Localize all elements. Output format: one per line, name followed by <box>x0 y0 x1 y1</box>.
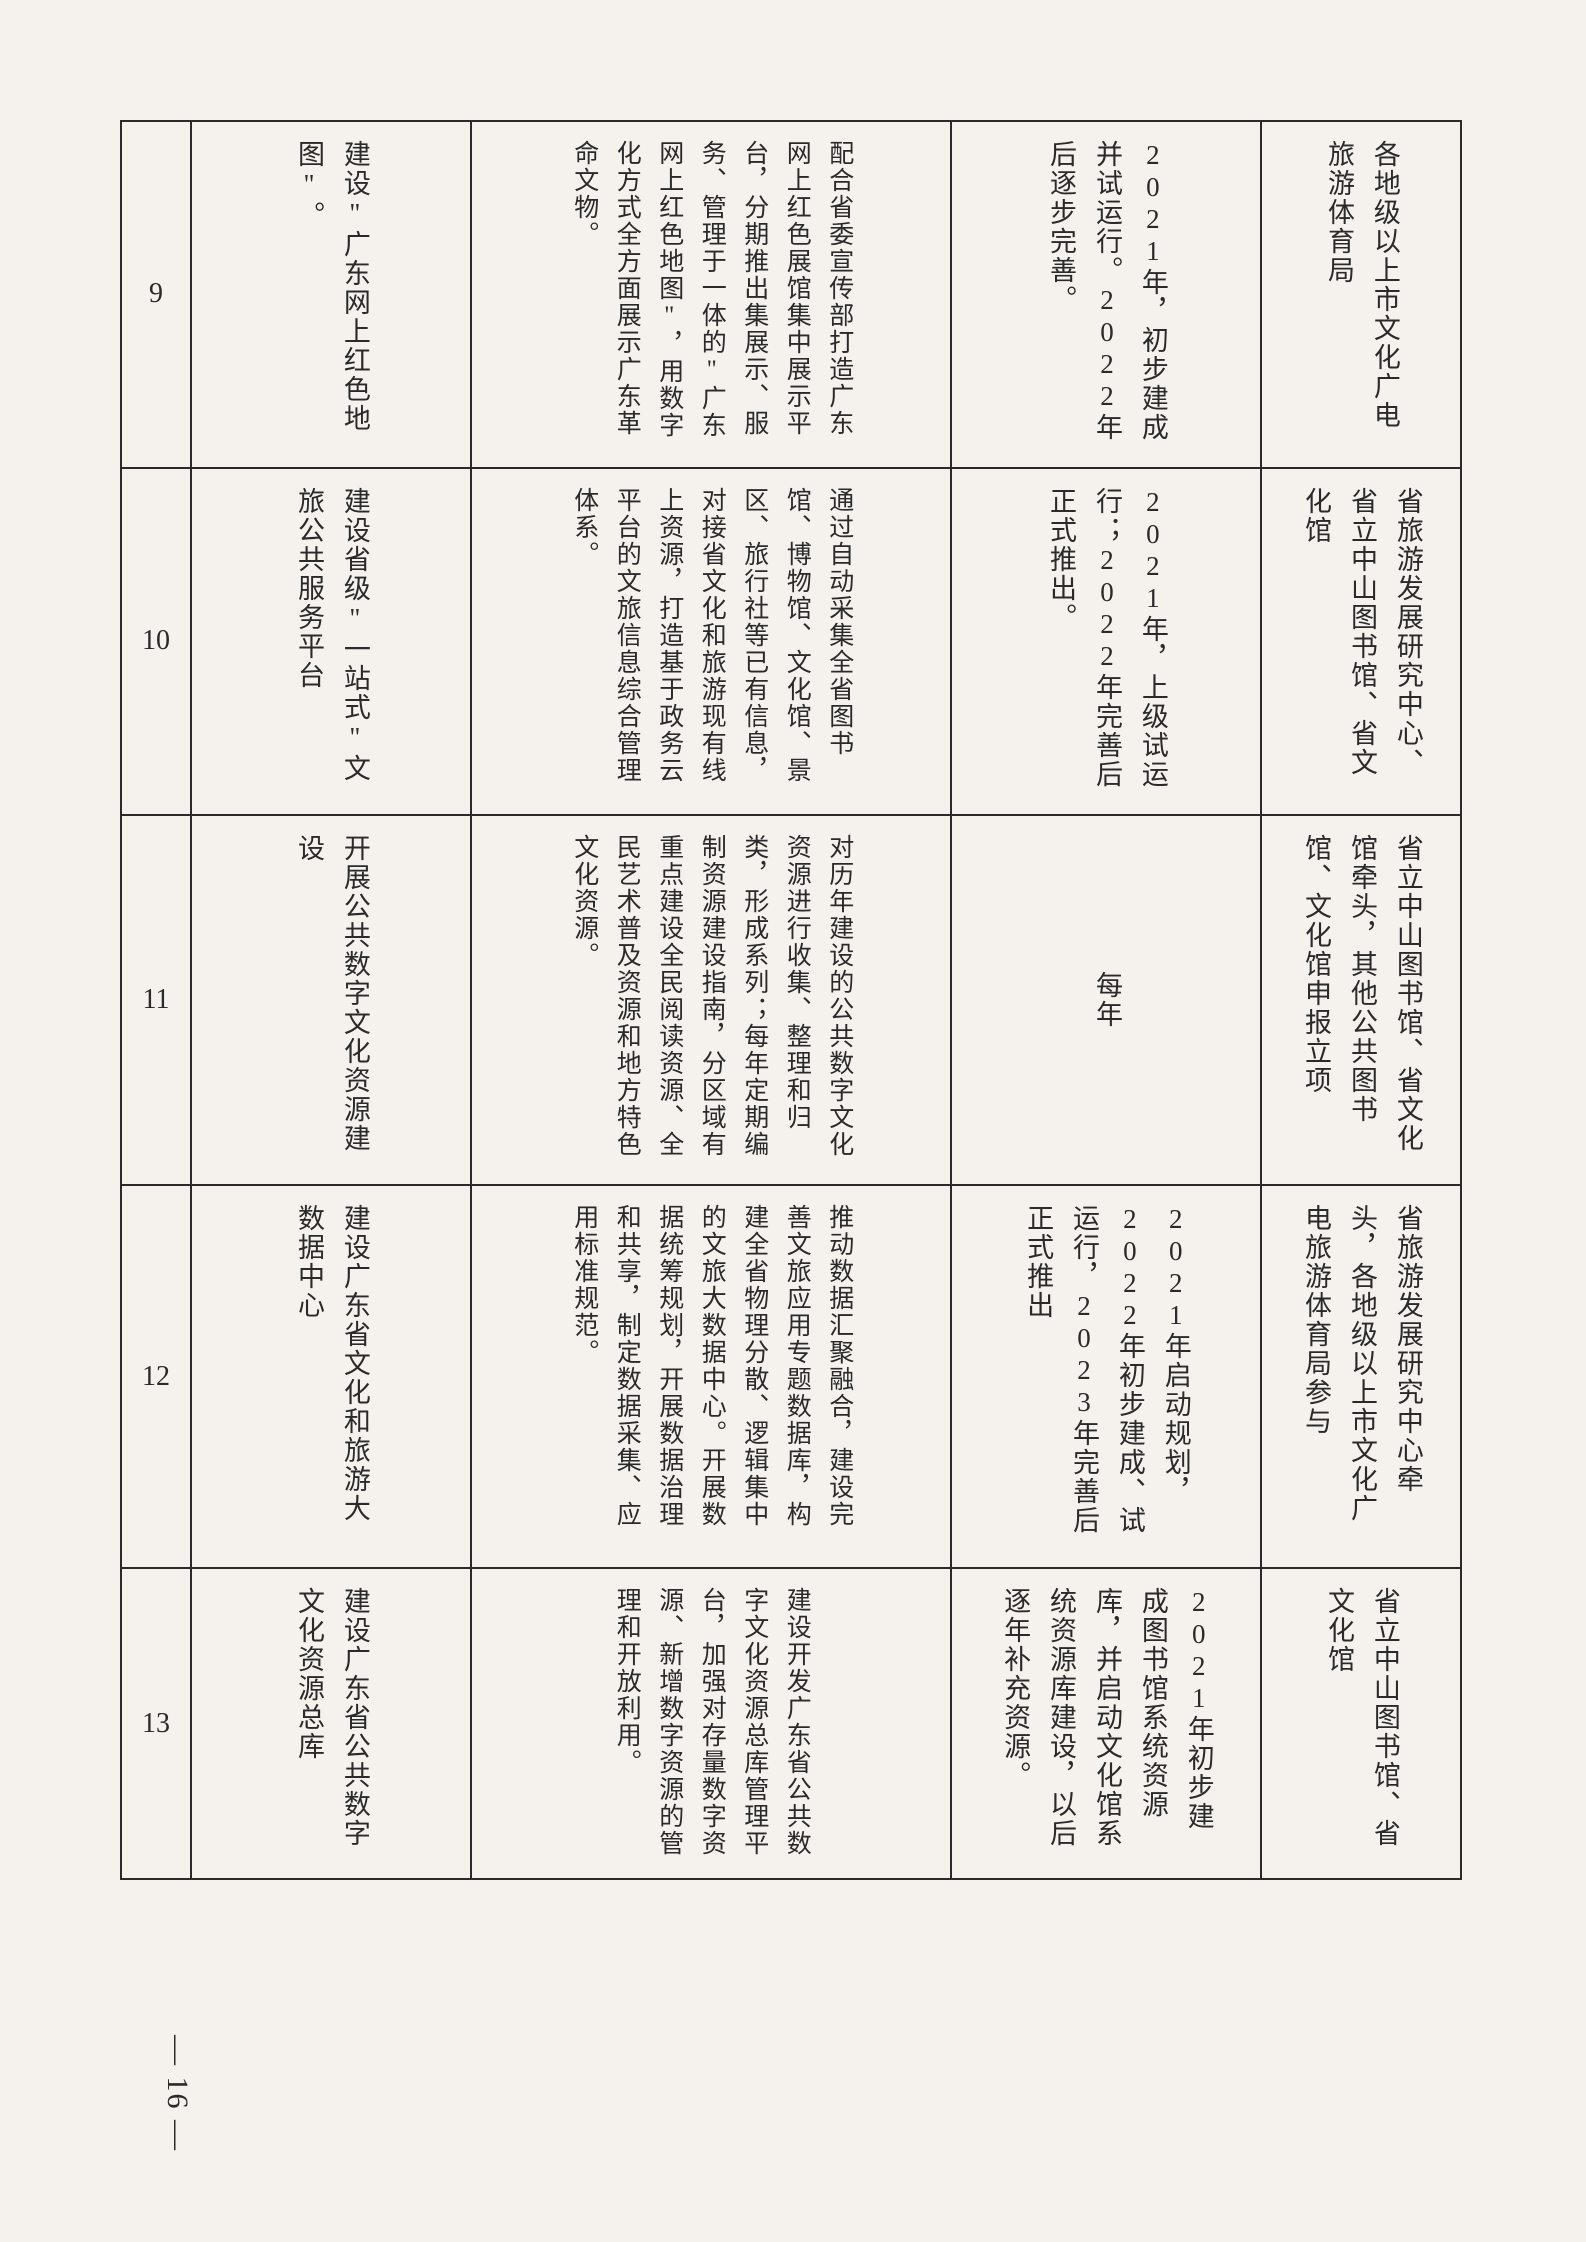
project-name: 建设广东省公共数字文化资源总库 <box>285 1587 377 1860</box>
timeline-cell: 2021年初步建成图书馆系统资源库，并启动文化馆系统资源库建设，以后逐年补充资源… <box>951 1568 1261 1879</box>
timeline-cell: 2021年，上级试运行；2022年完善后正式推出。 <box>951 468 1261 815</box>
description-cell: 对历年建设的公共数字文化资源进行收集、整理和归类，形成系列；每年定期编制资源建设… <box>471 815 951 1186</box>
timeline-cell: 2021年启动规划，2022年初步建成、试运行，2023年完善后正式推出 <box>951 1185 1261 1568</box>
timeline: 2021年初步建成图书馆系统资源库，并启动文化馆系统资源库建设，以后逐年补充资源… <box>991 1587 1220 1860</box>
timeline-cell: 2021年，初步建成并试运行。2022年后逐步完善。 <box>951 121 1261 468</box>
department-cell: 省旅游发展研究中心、省立中山图书馆、省文化馆 <box>1261 468 1461 815</box>
department-cell: 省立中山图书馆、省文化馆 <box>1261 1568 1461 1879</box>
page-container: 9 建设"广东网上红色地图"。 配合省委宣传部打造广东网上红色展馆集中展示平台，… <box>120 120 1446 2062</box>
department: 各地级以上市文化广电旅游体育局 <box>1315 140 1407 449</box>
description: 通过自动采集全省图书馆、博物馆、文化馆、景区、旅行社等已有信息，对接省文化和旅游… <box>562 487 860 796</box>
timeline-cell: 每年 <box>951 815 1261 1186</box>
planning-table: 9 建设"广东网上红色地图"。 配合省委宣传部打造广东网上红色展馆集中展示平台，… <box>120 120 1462 1880</box>
row-number-cell: 12 <box>121 1185 191 1568</box>
table-row: 9 建设"广东网上红色地图"。 配合省委宣传部打造广东网上红色展馆集中展示平台，… <box>121 121 1461 468</box>
project-name: 建设省级"一站式"文旅公共服务平台 <box>285 487 377 796</box>
project-name-cell: 建设省级"一站式"文旅公共服务平台 <box>191 468 471 815</box>
project-name-cell: 建设广东省文化和旅游大数据中心 <box>191 1185 471 1568</box>
description: 配合省委宣传部打造广东网上红色展馆集中展示平台，分期推出集展示、服务、管理于一体… <box>562 140 860 449</box>
row-number: 12 <box>142 1361 170 1392</box>
description-cell: 推动数据汇聚融合，建设完善文旅应用专题数据库，构建全省物理分散、逻辑集中的文旅大… <box>471 1185 951 1568</box>
description: 对历年建设的公共数字文化资源进行收集、整理和归类，形成系列；每年定期编制资源建设… <box>562 834 860 1167</box>
department: 省旅游发展研究中心、省立中山图书馆、省文化馆 <box>1292 487 1430 796</box>
row-number: 10 <box>142 625 170 656</box>
row-number: 9 <box>149 278 163 309</box>
description-cell: 通过自动采集全省图书馆、博物馆、文化馆、景区、旅行社等已有信息，对接省文化和旅游… <box>471 468 951 815</box>
timeline: 每年 <box>1083 834 1129 1167</box>
timeline: 2021年启动规划，2022年初步建成、试运行，2023年完善后正式推出 <box>1014 1204 1198 1549</box>
row-number: 11 <box>143 984 170 1015</box>
table-row: 10 建设省级"一站式"文旅公共服务平台 通过自动采集全省图书馆、博物馆、文化馆… <box>121 468 1461 815</box>
page-number: — 16 — <box>160 2035 194 2152</box>
department: 省立中山图书馆、省文化馆牵头，其他公共图书馆、文化馆申报立项 <box>1292 834 1430 1167</box>
project-name-cell: 建设广东省公共数字文化资源总库 <box>191 1568 471 1879</box>
description: 推动数据汇聚融合，建设完善文旅应用专题数据库，构建全省物理分散、逻辑集中的文旅大… <box>562 1204 860 1549</box>
timeline: 2021年，初步建成并试运行。2022年后逐步完善。 <box>1037 140 1175 449</box>
department: 省旅游发展研究中心牵头，各地级以上市文化广电旅游体育局参与 <box>1292 1204 1430 1549</box>
project-name-cell: 开展公共数字文化资源建设 <box>191 815 471 1186</box>
row-number-cell: 10 <box>121 468 191 815</box>
department: 省立中山图书馆、省文化馆 <box>1315 1587 1407 1860</box>
project-name-cell: 建设"广东网上红色地图"。 <box>191 121 471 468</box>
table-row: 11 开展公共数字文化资源建设 对历年建设的公共数字文化资源进行收集、整理和归类… <box>121 815 1461 1186</box>
department-cell: 省旅游发展研究中心牵头，各地级以上市文化广电旅游体育局参与 <box>1261 1185 1461 1568</box>
department-cell: 各地级以上市文化广电旅游体育局 <box>1261 121 1461 468</box>
department-cell: 省立中山图书馆、省文化馆牵头，其他公共图书馆、文化馆申报立项 <box>1261 815 1461 1186</box>
project-name: 建设广东省文化和旅游大数据中心 <box>285 1204 377 1549</box>
project-name: 建设"广东网上红色地图"。 <box>285 140 377 449</box>
table-row: 13 建设广东省公共数字文化资源总库 建设开发广东省公共数字文化资源总库管理平台… <box>121 1568 1461 1879</box>
description: 建设开发广东省公共数字文化资源总库管理平台，加强对存量数字资源、新增数字资源的管… <box>605 1587 818 1860</box>
row-number-cell: 13 <box>121 1568 191 1879</box>
description-cell: 建设开发广东省公共数字文化资源总库管理平台，加强对存量数字资源、新增数字资源的管… <box>471 1568 951 1879</box>
description-cell: 配合省委宣传部打造广东网上红色展馆集中展示平台，分期推出集展示、服务、管理于一体… <box>471 121 951 468</box>
timeline: 2021年，上级试运行；2022年完善后正式推出。 <box>1037 487 1175 796</box>
table-row: 12 建设广东省文化和旅游大数据中心 推动数据汇聚融合，建设完善文旅应用专题数据… <box>121 1185 1461 1568</box>
row-number-cell: 9 <box>121 121 191 468</box>
row-number: 13 <box>142 1708 170 1739</box>
row-number-cell: 11 <box>121 815 191 1186</box>
project-name: 开展公共数字文化资源建设 <box>285 834 377 1167</box>
